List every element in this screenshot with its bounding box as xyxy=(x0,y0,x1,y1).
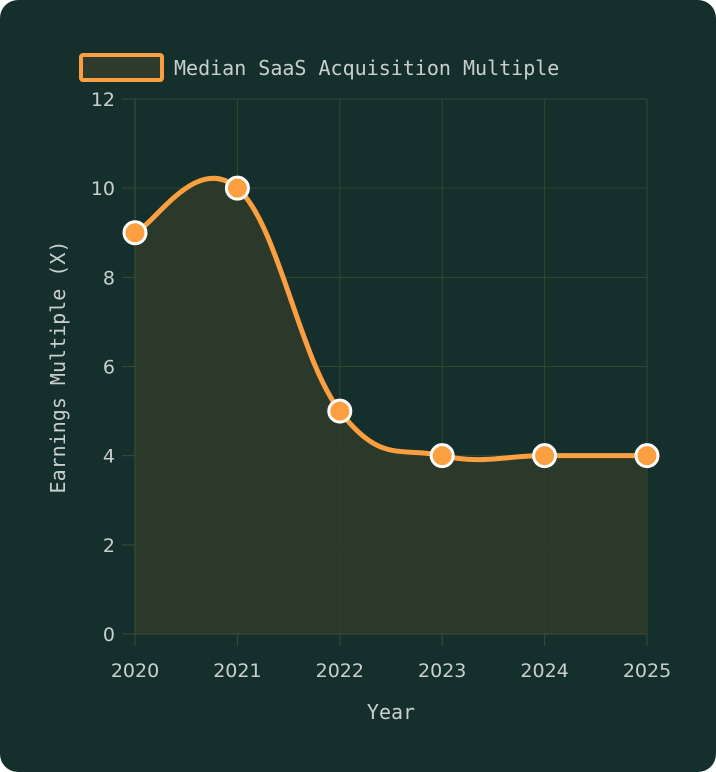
data-point[interactable] xyxy=(634,443,660,469)
x-tick-label: 2024 xyxy=(520,660,568,682)
y-tick-label: 12 xyxy=(91,89,115,111)
x-tick-label: 2020 xyxy=(111,660,159,682)
tick-labels: 0 2 4 6 8 10 12 2020 2021 2022 2023 2024 2025 xyxy=(91,89,671,682)
x-tick-label: 2025 xyxy=(623,660,671,682)
y-tick-label: 10 xyxy=(91,178,115,200)
data-point[interactable] xyxy=(429,443,455,469)
y-tick-label: 4 xyxy=(103,446,115,468)
y-tick-label: 0 xyxy=(103,624,115,646)
legend[interactable]: Median SaaS Acquisition Multiple xyxy=(79,53,559,82)
data-point[interactable] xyxy=(327,398,353,424)
legend-swatch[interactable] xyxy=(79,53,164,82)
y-tick-label: 8 xyxy=(103,267,115,289)
x-axis-title: Year xyxy=(367,700,415,724)
series-area-fill xyxy=(135,178,647,634)
y-axis-title: Earnings Multiple (X) xyxy=(46,241,70,494)
x-tick-label: 2021 xyxy=(213,660,261,682)
y-tick-label: 6 xyxy=(103,357,115,379)
data-point[interactable] xyxy=(532,443,558,469)
y-tick-label: 2 xyxy=(103,535,115,557)
data-point[interactable] xyxy=(224,175,250,201)
x-tick-label: 2022 xyxy=(316,660,364,682)
data-point[interactable] xyxy=(122,220,148,246)
x-tick-label: 2023 xyxy=(418,660,466,682)
axes xyxy=(122,98,648,646)
data-points xyxy=(122,175,660,469)
legend-label[interactable]: Median SaaS Acquisition Multiple xyxy=(174,56,559,80)
